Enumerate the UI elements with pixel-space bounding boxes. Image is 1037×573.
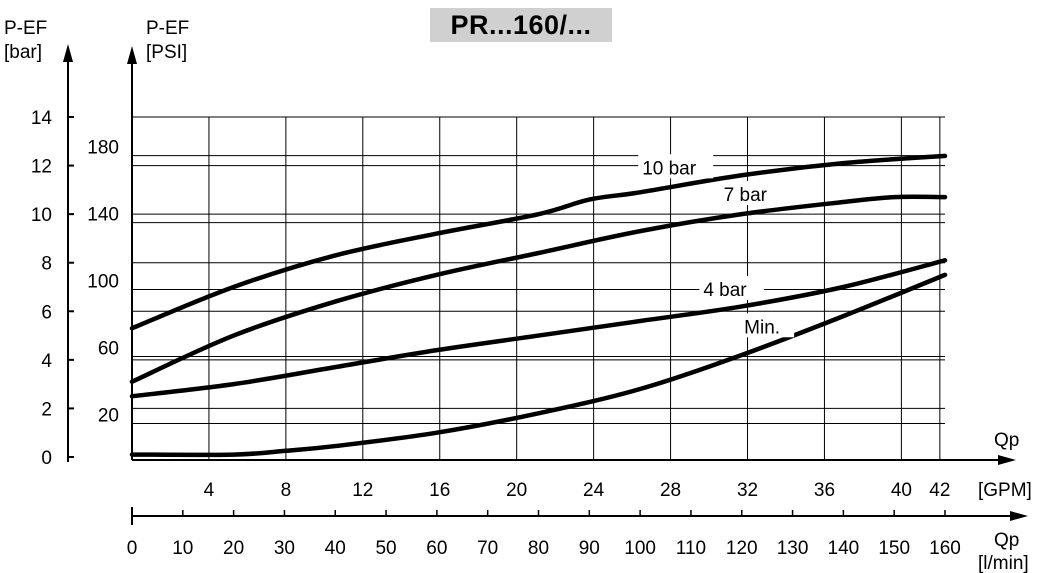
bar-axis-unit: [bar] (4, 42, 42, 63)
lmin-tick-label: 10 (172, 538, 193, 559)
chart-title-background (430, 8, 612, 42)
chart-series (129, 153, 948, 458)
lmin-tick-label: 30 (274, 538, 295, 559)
lmin-tick-label: 0 (127, 538, 138, 559)
lmin-axis-unit: [l/min] (978, 553, 1029, 573)
gpm-tick-label: 28 (660, 480, 681, 501)
series-line-3 (129, 272, 948, 458)
lmin-tick-label: 130 (777, 538, 809, 559)
gpm-tick-label: 16 (429, 480, 450, 501)
gpm-axis-label: Qp (994, 430, 1019, 451)
series-line-2 (129, 258, 948, 399)
lmin-tick-label: 110 (676, 538, 706, 559)
gpm-tick-label: 8 (281, 480, 292, 501)
bar-tick-label: 0 (41, 448, 52, 469)
chart-labels: 02468101214P-EF[bar]2060100140180P-EF[PS… (4, 18, 1032, 573)
lmin-tick-label: 60 (426, 538, 447, 559)
lmin-tick-label: 90 (579, 538, 600, 559)
lmin-tick-label: 70 (477, 538, 498, 559)
lmin-tick-label: 140 (828, 538, 860, 559)
bar-tick-label: 14 (31, 108, 53, 129)
bar-tick-label: 12 (31, 157, 52, 178)
lmin-tick-label: 80 (528, 538, 549, 559)
psi-axis-unit: [PSI] (146, 42, 187, 63)
lmin-axis-label: Qp (994, 530, 1019, 551)
series-label-bg-0 (638, 154, 714, 179)
lmin-tick-label: 20 (223, 538, 244, 559)
lmin-tick-label: 150 (878, 538, 910, 559)
bar-tick-label: 6 (41, 302, 52, 323)
gpm-tick-label: 36 (814, 480, 835, 501)
gpm-tick-label: 40 (891, 480, 912, 501)
bar-axis-label: P-EF (4, 18, 47, 39)
psi-tick-label: 100 (87, 272, 119, 293)
series-label-bg-3 (740, 313, 795, 338)
psi-tick-label: 60 (98, 339, 119, 360)
bar-tick-label: 2 (41, 399, 52, 420)
gpm-tick-label: 32 (737, 480, 758, 501)
bar-axis-arrow (63, 44, 73, 62)
gpm-tick-label: 42 (929, 480, 950, 501)
gpm-axis-unit: [GPM] (978, 480, 1032, 501)
series-label-1: 7 bar (724, 185, 768, 206)
gpm-axis-arrow (998, 455, 1016, 465)
bar-tick-label: 8 (41, 254, 52, 275)
psi-tick-label: 140 (87, 205, 119, 226)
chart-grid (132, 116, 945, 460)
series-line-1 (129, 194, 948, 384)
series-line-0 (129, 153, 948, 331)
gpm-tick-label: 20 (506, 480, 527, 501)
gpm-tick-label: 12 (352, 480, 373, 501)
chart-axes (63, 44, 1028, 525)
psi-tick-label: 180 (87, 138, 119, 159)
lmin-tick-label: 160 (929, 538, 961, 559)
series-label-0: 10 bar (642, 158, 697, 179)
bar-tick-label: 4 (41, 351, 52, 372)
psi-axis-arrow (127, 46, 137, 64)
lmin-tick-label: 40 (325, 538, 346, 559)
series-label-2: 4 bar (703, 280, 747, 301)
lmin-tick-label: 120 (726, 538, 758, 559)
lmin-tick-label: 100 (624, 538, 656, 559)
chart-title: PR...160/... (450, 10, 592, 40)
lmin-axis-arrow (1010, 511, 1028, 521)
gpm-tick-label: 24 (583, 480, 605, 501)
bar-tick-label: 10 (31, 205, 52, 226)
gpm-tick-label: 4 (204, 480, 215, 501)
psi-axis-label: P-EF (146, 18, 189, 39)
series-label-bg-1 (719, 180, 785, 205)
lmin-tick-label: 50 (375, 538, 396, 559)
series-label-bg-2 (699, 275, 764, 300)
series-label-3: Min. (744, 317, 780, 338)
psi-tick-label: 20 (98, 406, 119, 427)
